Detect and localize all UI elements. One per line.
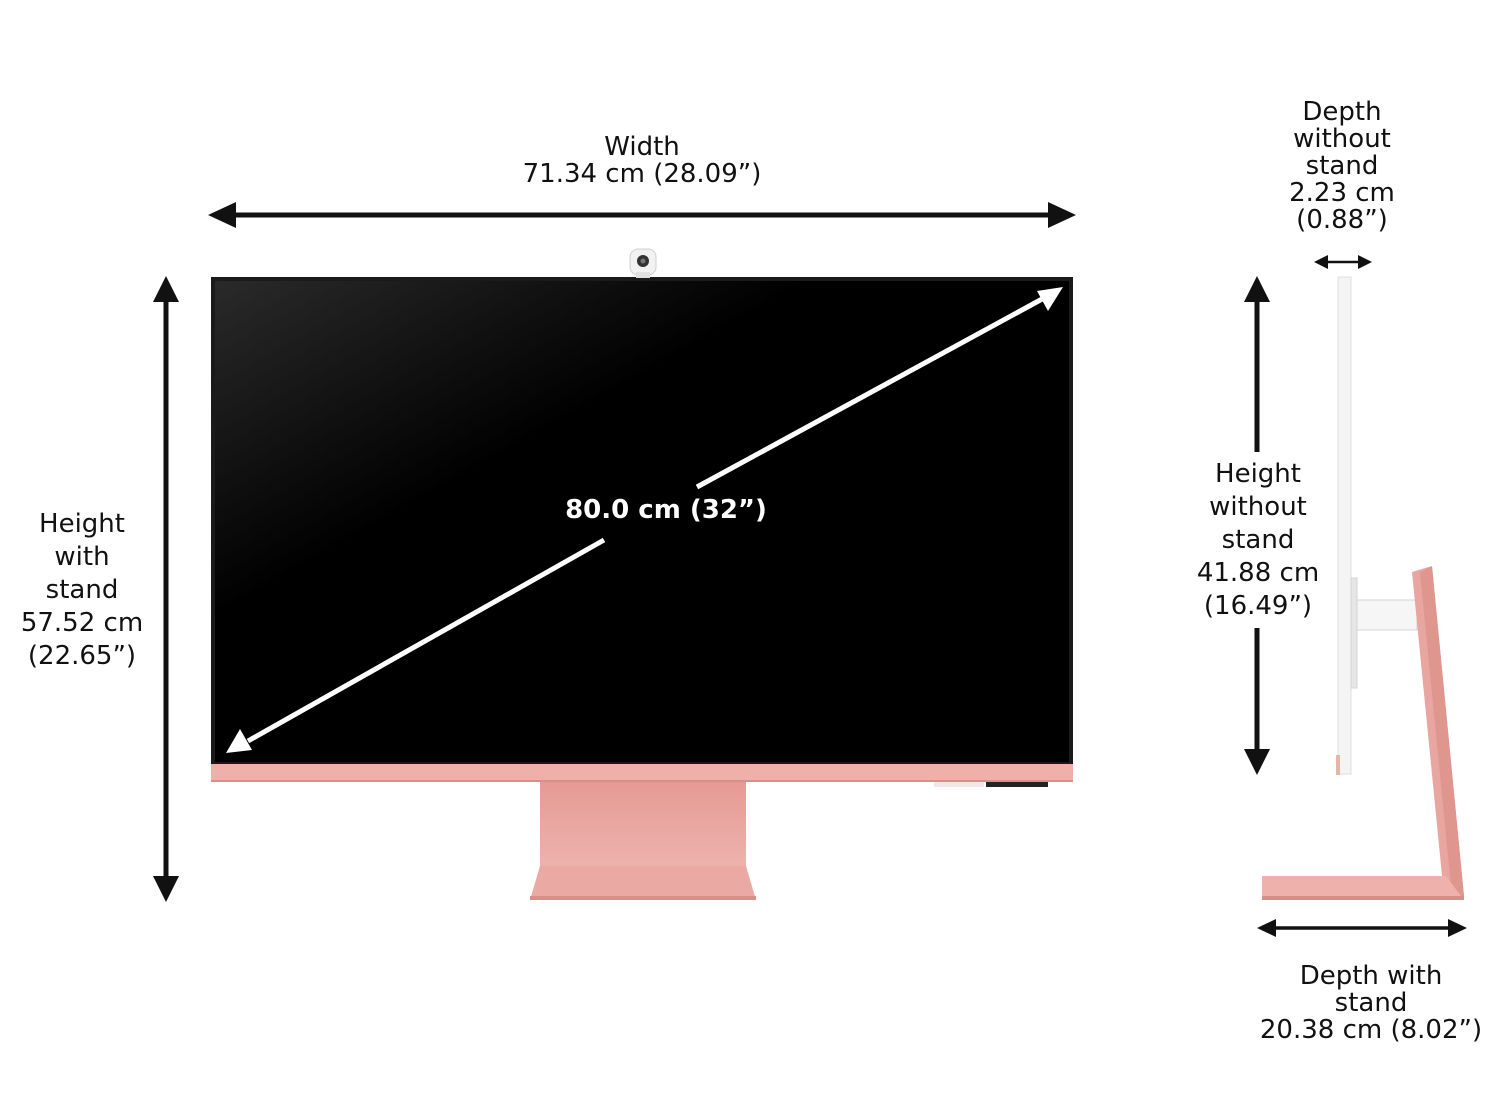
height-with-stand-arrow [153, 276, 179, 902]
side-stand-base [1262, 876, 1464, 900]
height-without-stand-line5: (16.49”) [1203, 591, 1313, 621]
height-with-stand-line5: (22.65”) [27, 641, 137, 671]
side-monitor [1262, 276, 1464, 900]
depth-with-stand-line1: Depth with [1299, 961, 1443, 991]
hinge-arm [1356, 599, 1418, 631]
depth-without-stand-label: Depth without stand 2.23 cm (0.88”) [1270, 99, 1414, 234]
height-with-stand-line1: Height [39, 509, 125, 539]
height-with-stand-label: Height with stand 57.52 cm (22.65”) [0, 508, 164, 673]
depth-without-stand-line1: Depth [1302, 97, 1382, 127]
height-without-stand-line3: stand [1221, 525, 1295, 555]
diagonal-arrow [226, 287, 1063, 753]
width-arrow [208, 202, 1076, 228]
depth-with-stand-label: Depth with stand 20.38 cm (8.02”) [1248, 963, 1494, 1044]
diagonal-label-value: 80.0 cm (32”) [565, 495, 767, 525]
height-without-stand-label: Height without stand 41.88 cm (16.49”) [1178, 458, 1338, 623]
monitor-chin [211, 764, 1073, 782]
height-with-stand-line4: 57.52 cm [20, 608, 144, 638]
stand-neck [540, 782, 746, 870]
height-with-stand-line3: stand [45, 575, 119, 605]
depth-without-stand-line3: stand [1305, 151, 1379, 181]
depth-with-stand-line3: 20.38 cm (8.02”) [1259, 1015, 1483, 1045]
side-panel [1337, 276, 1352, 775]
stand-base [530, 866, 756, 900]
width-label-value: 71.34 cm (28.09”) [522, 159, 762, 189]
webcam-icon [629, 248, 657, 278]
depth-without-stand-line4: 2.23 cm [1289, 178, 1395, 208]
height-without-stand-line4: 41.88 cm [1196, 558, 1320, 588]
diagonal-label: 80.0 cm (32”) [560, 497, 772, 524]
depth-with-stand-arrow [1257, 919, 1467, 937]
front-monitor [211, 248, 1073, 900]
height-without-stand-line1: Height [1215, 459, 1301, 489]
width-label: Width 71.34 cm (28.09”) [492, 134, 792, 188]
width-label-title: Width [604, 132, 680, 162]
depth-without-stand-line2: without [1293, 124, 1391, 154]
depth-without-stand-arrow [1314, 255, 1372, 269]
depth-without-stand-line5: (0.88”) [1296, 205, 1388, 235]
height-without-stand-line2: without [1209, 492, 1307, 522]
height-without-stand-arrow [1244, 276, 1270, 775]
height-with-stand-line2: with [54, 542, 110, 572]
depth-with-stand-line2: stand [1334, 988, 1408, 1018]
